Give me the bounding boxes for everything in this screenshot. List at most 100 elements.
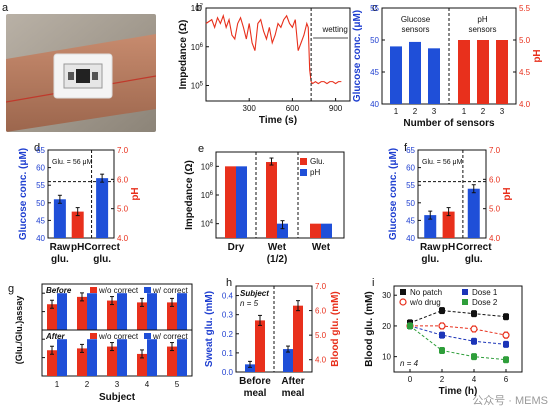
y-right-tick-label: 5.0 [315,331,327,340]
data-point [471,338,477,345]
reference-label: Glu. = 56 μM [52,159,93,166]
y-right-tick-label: 5.0 [489,205,501,214]
legend-label: w/ correct [152,286,188,295]
w-correct-bar [147,293,157,330]
w-correct-bar [87,339,97,376]
x-tick-label: pH [442,242,455,253]
x-tick-label: Wet [312,242,331,253]
x-tick-label: 2 [85,380,90,389]
y-axis-title: Glucose conc. (μM) [352,10,363,102]
panel-a-photo [6,14,156,132]
y-tick-label: 50 [36,199,45,208]
y-tick-label: 40 [370,100,379,109]
legend-label: Dose 1 [472,288,498,297]
legend-marker [400,289,406,295]
y-axis-title: Glucose conc. (μM) [388,148,399,240]
x-tick-label: 5 [175,380,180,389]
blood-glu-bar [293,305,303,372]
glucose-bar [409,41,421,104]
wo-correct-bar [77,348,87,376]
y-tick-label: 108 [201,162,214,171]
x-tick-label: 0 [408,375,413,384]
y-axis-title: Glucose conc. (μM) [18,148,29,240]
y-tick-label: 45 [36,216,45,225]
w-correct-bar [57,339,67,376]
y-right-tick-label: 6.0 [489,175,501,184]
impedance-series-line [205,13,342,85]
ph-bar [236,166,247,238]
x-tick-label: Dry [228,242,245,253]
wo-correct-bar [167,346,177,376]
glu-bar [310,223,321,238]
data-point [471,310,477,317]
wo-correct-bar [137,353,147,376]
ph-bar [442,211,455,238]
y-right-tick-label: 7.0 [117,146,129,155]
data-point [439,332,445,339]
ph-bar [71,211,84,238]
x-tick-label: 300 [243,104,257,113]
y-right-tick-label: 7.0 [489,146,501,155]
panel-letter-c: c [372,2,378,14]
y-right-tick-label: 4.0 [489,234,501,243]
legend-label: Glu. [310,157,325,166]
y-tick-label: 106 [201,191,214,200]
legend-label: w/o correct [98,332,139,341]
y-tick-label: 107 [191,4,204,13]
y-tick-label: 10 [382,353,391,362]
x-axis-title: Number of sensors [403,118,495,129]
legend-label: w/o correct [98,286,139,295]
data-point [502,331,510,339]
y-axis-title: (Glu./Glu.)assay [14,296,24,365]
w-correct-bar [87,293,97,330]
data-point [439,347,445,354]
y-tick-label: 30 [382,291,391,300]
legend-swatch [90,287,97,293]
data-point [503,356,509,363]
y-tick-label: 55 [406,181,415,190]
x-tick-label: 2 [413,107,418,116]
data-point [503,313,509,320]
group-label: pH [477,15,487,24]
x-tick-label: meal [244,388,267,399]
blood-glu-bar [255,320,265,372]
y-axis-title: Impedance (Ω) [178,20,189,90]
x-tick-label: 600 [286,104,300,113]
glu-bar [266,162,277,238]
wo-correct-bar [167,302,177,330]
x-tick-label: glu. [465,254,483,265]
y-right-tick-label: 4.0 [117,234,129,243]
row-label: After [45,332,66,341]
data-point [439,307,445,314]
x-tick-label: Raw [50,242,71,253]
y-tick-label: 104 [201,220,214,229]
panel-letter-f: f [404,142,408,154]
y-tick-label: 0.4 [222,292,234,301]
y-axis-title: Sweat glu. (mM) [204,291,215,367]
y-tick-label: 0.1 [222,349,234,358]
x-tick-label: 1 [394,107,399,116]
data-point [470,325,478,333]
y-right-tick-label: 5.0 [519,36,531,45]
y-tick-label: 0.3 [222,311,234,320]
x-tick-label: 2 [481,107,486,116]
wo-correct-bar [77,296,87,330]
annotation: n = 4 [400,359,419,368]
x-tick-label: 1 [462,107,467,116]
ph-bar [477,40,489,104]
panel-letter-i: i [372,277,374,289]
x-tick-label: Wet [268,242,287,253]
legend-swatch [144,333,151,339]
y-tick-label: 60 [406,164,415,173]
glucose-bar [53,199,66,238]
y-tick-label: 0.0 [222,368,234,377]
legend-label: pH [310,168,320,177]
wearable-sensor-photo-icon [6,14,156,132]
x-tick-label: pH [71,242,84,253]
wo-correct-bar [107,300,117,330]
panel-letter-g: g [8,283,14,295]
panel-letter-e: e [198,143,204,155]
y-right-axis-title: pH [130,187,141,200]
ph-bar [496,40,508,104]
